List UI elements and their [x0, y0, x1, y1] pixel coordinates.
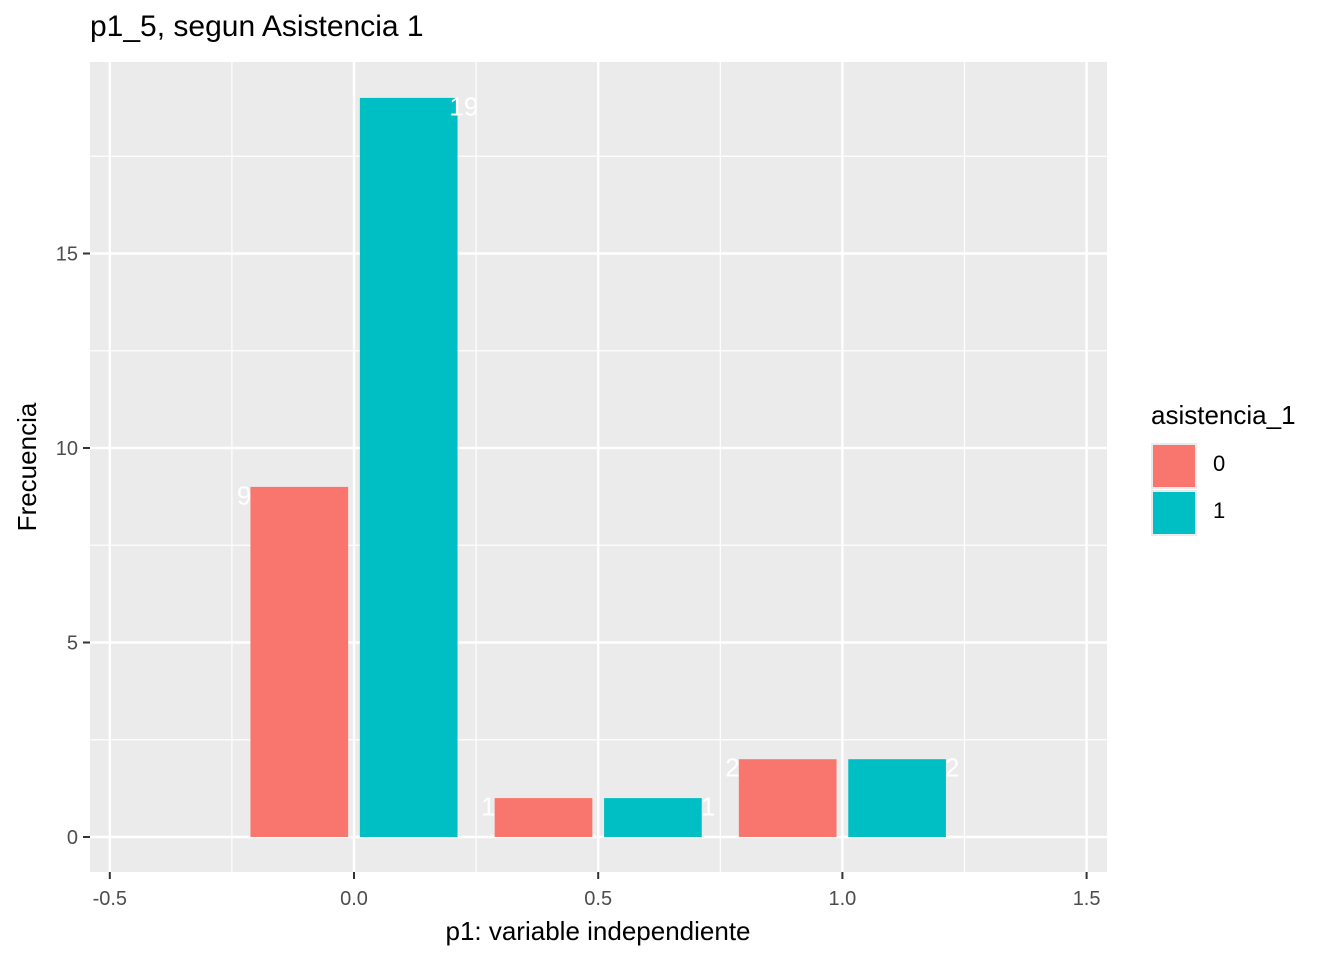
- legend-label-1: 1: [1213, 498, 1226, 523]
- y-tick-label: 10: [56, 438, 78, 460]
- data-label: 2: [725, 753, 739, 783]
- legend-key-1: [1151, 490, 1197, 536]
- x-tick-label: 0.5: [584, 888, 612, 910]
- data-label: 1: [701, 792, 715, 822]
- bar-series-1: [359, 97, 458, 837]
- x-tick-label: 0.0: [340, 888, 368, 910]
- legend-item-1: 1: [1151, 490, 1344, 536]
- bar-series-1: [604, 798, 702, 837]
- x-tick-label: 1.5: [1073, 888, 1101, 910]
- y-tick-label: 0: [67, 827, 78, 849]
- legend-title: asistencia_1: [1151, 400, 1296, 430]
- bar-series-1: [848, 759, 946, 837]
- legend-item-0: 0: [1151, 443, 1344, 489]
- legend-swatch-0: [1153, 445, 1195, 487]
- bar-series-0: [738, 759, 837, 837]
- x-axis-title: p1: variable independiente: [445, 916, 750, 946]
- bar-series-0: [494, 798, 593, 837]
- data-label: 19: [449, 91, 478, 121]
- bar-series-0: [250, 486, 349, 837]
- data-label: 9: [237, 480, 251, 510]
- data-label: 1: [481, 792, 495, 822]
- legend: asistencia_1 0 1: [1151, 400, 1296, 536]
- legend-label-0: 0: [1213, 451, 1226, 476]
- chart-title: p1_5, segun Asistencia 1: [90, 10, 424, 43]
- x-tick-label: 1.0: [828, 888, 856, 910]
- legend-key-0: [1151, 443, 1197, 489]
- data-label: 2: [945, 753, 959, 783]
- y-tick-label: 15: [56, 244, 78, 266]
- y-axis-title: Frecuencia: [12, 402, 42, 531]
- y-tick-label: 5: [67, 633, 78, 655]
- x-tick-label: -0.5: [93, 888, 127, 910]
- legend-swatch-1: [1153, 492, 1195, 534]
